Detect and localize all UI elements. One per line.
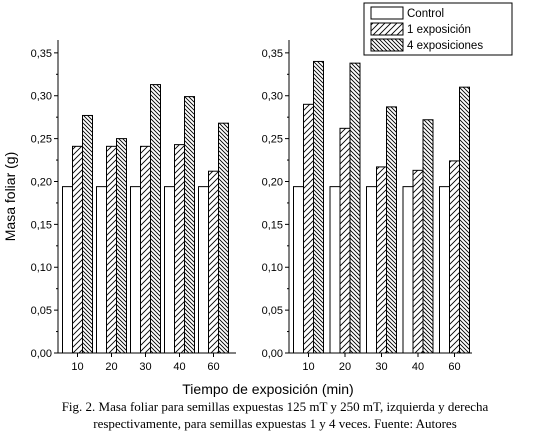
bar-right-control-40 [402,186,414,354]
y-tick-label-left-5: 0,25 [31,134,52,146]
bar-left-4-exposiciones-20 [116,138,127,354]
bar-right-4-exposiciones-20 [349,62,361,354]
y-tick-label-left-6: 0,30 [31,91,52,103]
y-tick-label-right-2: 0,10 [262,262,283,274]
bar-left-1-exposicion-20 [106,145,117,354]
bar-right-1-exposicion-20 [339,127,351,354]
figure-caption: Fig. 2. Masa foliar para semillas expues… [0,398,550,432]
chart-panel-left: 10 20 30 40 60 0,00 0,05 0,10 0,15 0,20 0,25 0,30 0,… [2,40,236,373]
bar-right-control-20 [329,186,341,354]
bar-left-4-exposiciones-10 [82,114,93,354]
bar-right-4-exposiciones-10 [313,60,324,354]
bar-left-control-60 [198,186,209,354]
y-tick-label-left-3: 0,15 [31,219,52,231]
x-tick-label-right-20: 20 [339,361,351,373]
x-tick-label-right-60: 60 [448,361,460,373]
legend-label-4-exposiciones: 4 exposiciones [407,40,483,52]
caption-line-2: respectivamente, para semillas expuestas… [93,416,457,431]
bar-left-control-30 [130,186,141,354]
y-tick-label-left-4: 0,20 [31,176,52,188]
x-tick-label-left-10: 10 [71,361,83,373]
y-tick-label-left-1: 0,05 [31,305,52,317]
y-tick-label-left-2: 0,10 [31,262,52,274]
bar-left-4-exposiciones-40 [184,96,195,354]
bar-left-1-exposicion-30 [140,145,151,354]
legend: Control 1 exposición 4 exposiciones [363,2,513,56]
bar-left-control-40 [164,186,175,354]
bar-right-1-exposicion-30 [376,166,387,354]
panels-layer: 10 20 30 40 60 0,00 0,05 0,10 0,15 0,20 0,25 0,30 0,… [2,40,472,373]
x-tick-label-right-30: 30 [375,361,387,373]
x-tick-label-left-40: 40 [173,361,185,373]
x-tick-label-left-60: 60 [207,361,219,373]
bar-left-4-exposiciones-30 [150,84,161,354]
y-tick-label-right-0: 0,00 [262,348,283,360]
legend-swatch-control [370,6,404,20]
bar-right-4-exposiciones-40 [422,119,434,354]
caption-line-1: Fig. 2. Masa foliar para semillas expues… [61,399,489,414]
y-tick-label-left-0: 0,00 [31,348,52,360]
chart-panel-right: 10 20 30 40 60 0,00 0,05 0,10 0,15 0,20 0,25 0,30 0,… [262,40,472,373]
x-tick-label-right-40: 40 [412,361,424,373]
y-tick-label-right-4: 0,20 [262,176,283,188]
bar-left-1-exposicion-10 [72,145,83,354]
x-tick-label-left-30: 30 [139,361,151,373]
bar-right-4-exposiciones-30 [386,106,397,354]
y-tick-label-right-3: 0,15 [262,219,283,231]
bar-left-control-20 [96,186,107,354]
x-tick-label-left-20: 20 [105,361,117,373]
bar-right-control-30 [366,186,377,354]
bar-right-control-60 [439,186,450,354]
x-tick-label-right-10: 10 [302,361,314,373]
bar-right-1-exposicion-60 [449,160,460,354]
bar-left-control-10 [62,186,73,354]
bar-right-control-10 [293,186,304,354]
bar-right-4-exposiciones-60 [459,86,470,354]
y-tick-label-right-5: 0,25 [262,134,283,146]
bar-left-1-exposicion-60 [208,170,219,354]
legend-swatch-4-exposiciones [370,38,404,52]
y-tick-label-right-7: 0,35 [262,48,283,60]
y-tick-label-right-6: 0,30 [262,91,283,103]
x-axis-title: Tiempo de exposición (min) [182,381,353,397]
bar-right-1-exposicion-10 [303,103,314,354]
y-tick-label-left-7: 0,35 [31,48,52,60]
bar-right-1-exposicion-40 [412,169,424,354]
legend-label-1-exposicion: 1 exposición [407,24,471,36]
y-tick-label-right-1: 0,05 [262,305,283,317]
legend-label-control: Control [407,8,444,20]
y-axis-title: Masa foliar (g) [2,152,18,241]
bar-left-1-exposicion-40 [174,144,185,354]
legend-swatch-1-exposicion [370,22,404,36]
bar-left-4-exposiciones-60 [218,122,229,354]
